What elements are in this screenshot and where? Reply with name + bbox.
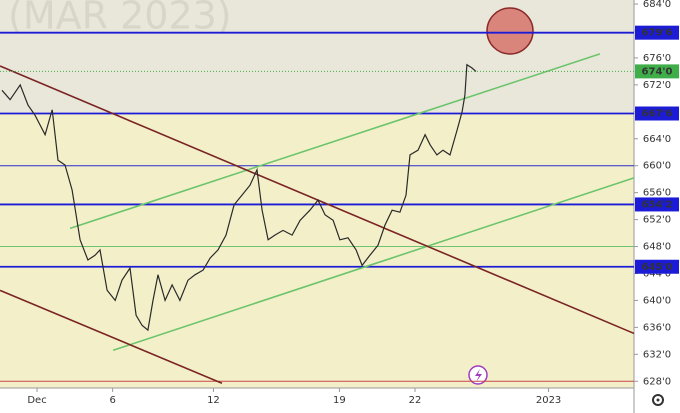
y-tick-label: 656'0 bbox=[643, 188, 671, 199]
level-badge-label: 645'0 bbox=[642, 262, 673, 273]
x-tick-label: 12 bbox=[207, 395, 220, 406]
y-tick-label: 640'0 bbox=[643, 295, 671, 306]
level-badge bbox=[635, 106, 679, 121]
price-line bbox=[1, 63, 477, 332]
y-tick-label: 660'0 bbox=[643, 161, 671, 172]
y-tick-label: 652'0 bbox=[643, 215, 671, 226]
y-tick-label: 664'0 bbox=[643, 134, 671, 145]
last-price-label: 674'0 bbox=[642, 66, 673, 77]
y-tick-label: 648'0 bbox=[643, 242, 671, 253]
last-price-badge bbox=[635, 64, 679, 79]
circle-annotation bbox=[486, 7, 534, 55]
trend-line bbox=[0, 65, 635, 335]
level-badge-label: 654'2 bbox=[642, 199, 673, 210]
level-badge-label: 667'6 bbox=[642, 109, 673, 120]
x-tick-label: Dec bbox=[27, 395, 46, 406]
settings-icon[interactable] bbox=[652, 394, 664, 406]
trend-line bbox=[0, 289, 223, 385]
y-tick-label: 628'0 bbox=[643, 376, 671, 387]
x-tick-label: 19 bbox=[333, 395, 346, 406]
x-tick-label: 6 bbox=[109, 395, 115, 406]
y-tick-label: 632'0 bbox=[643, 349, 671, 360]
y-tick-label: 636'0 bbox=[643, 322, 671, 333]
y-tick-label: 672'0 bbox=[643, 80, 671, 91]
y-tick-label: 676'0 bbox=[643, 53, 671, 64]
level-badge-label: 679'6 bbox=[642, 28, 673, 39]
trend-line bbox=[112, 177, 635, 352]
y-tick-label: 684'0 bbox=[643, 0, 671, 10]
trend-line bbox=[69, 53, 601, 230]
x-tick-label: 22 bbox=[409, 395, 422, 406]
time-axis bbox=[0, 388, 634, 413]
level-badge bbox=[635, 25, 679, 40]
level-badge bbox=[635, 197, 679, 212]
watermark-title: (MAR 2023) bbox=[8, 0, 232, 38]
level-badge bbox=[635, 259, 679, 274]
x-tick-label: 2023 bbox=[536, 395, 561, 406]
y-tick-label: 644'0 bbox=[643, 268, 671, 279]
event-icon-bolt bbox=[475, 369, 482, 382]
